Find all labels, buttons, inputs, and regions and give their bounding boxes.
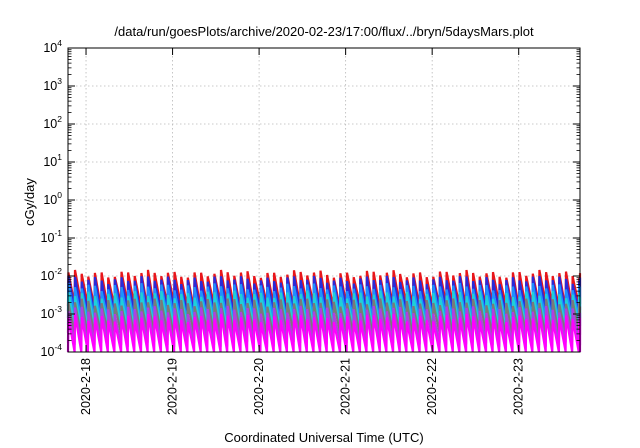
y-axis-label: cGy/day <box>22 178 37 226</box>
x-axis-label: Coordinated Universal Time (UTC) <box>224 430 423 445</box>
y-tick-label: 10-4 <box>41 342 63 359</box>
y-tick-label: 100 <box>43 190 62 207</box>
y-tick-labels: 10-4 10-3 10-2 10-1 100 101 102 103 104 <box>41 38 63 359</box>
y-tick-label: 10-1 <box>41 228 63 245</box>
x-tick-label: 2020-2-19 <box>166 358 180 415</box>
x-tick-label: 2020-2-23 <box>512 358 526 415</box>
chart-title: /data/run/goesPlots/archive/2020-02-23/1… <box>114 24 534 39</box>
y-tick-label: 10-2 <box>41 266 63 283</box>
x-tick-label: 2020-2-22 <box>425 358 439 415</box>
y-tick-label: 10-3 <box>41 304 63 321</box>
x-tick-labels: 2020-2-18 2020-2-19 2020-2-20 2020-2-21 2020… <box>79 358 526 415</box>
x-tick-label: 2020-2-20 <box>252 358 266 415</box>
y-tick-label: 102 <box>43 114 62 131</box>
x-tick-label: 2020-2-18 <box>79 358 93 415</box>
series-line <box>66 313 582 353</box>
tick-marks <box>68 47 580 353</box>
y-tick-label: 104 <box>43 38 62 55</box>
data-series <box>66 269 582 353</box>
y-tick-label: 103 <box>43 76 62 93</box>
x-tick-label: 2020-2-21 <box>339 358 353 415</box>
y-tick-label: 101 <box>43 152 62 169</box>
